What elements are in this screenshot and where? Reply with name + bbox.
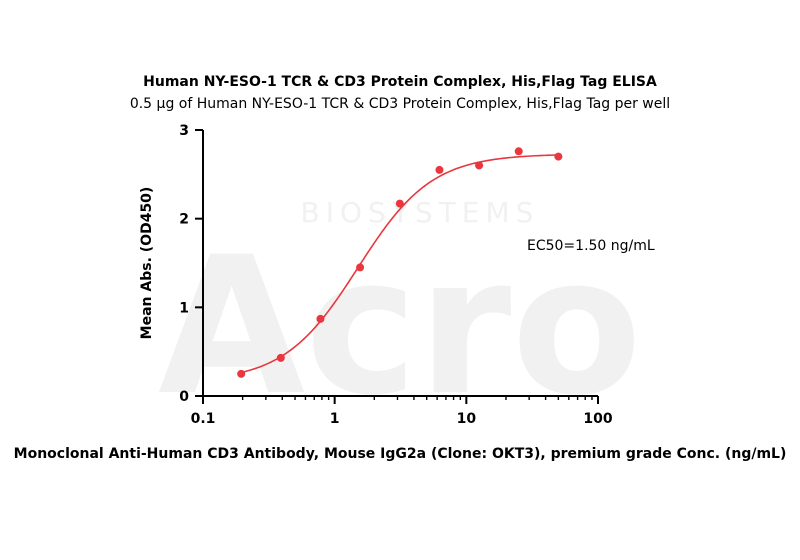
x-tick-label: 10 [457,411,477,427]
data-point [475,161,484,170]
data-points [237,147,563,378]
x-axis-title: Monoclonal Anti-Human CD3 Antibody, Mous… [14,446,787,462]
watermark: Acro BIOSYSTEMS [158,196,642,437]
y-tick-label: 0 [179,389,189,405]
x-tick-label: 0.1 [191,411,216,427]
chart-subtitle: 0.5 μg of Human NY-ESO-1 TCR & CD3 Prote… [130,96,670,112]
chart-title: Human NY-ESO-1 TCR & CD3 Protein Complex… [143,74,657,90]
y-axis: 0 1 2 3 [179,123,204,405]
y-tick-label: 1 [179,300,189,316]
watermark-text: BIOSYSTEMS [301,196,540,229]
y-tick-label: 3 [179,123,189,139]
x-tick-label: 100 [583,411,612,427]
data-point [316,314,325,323]
y-tick-label: 2 [179,212,189,228]
data-point [435,165,444,174]
data-point [276,353,285,362]
data-point [514,147,523,156]
x-tick-label: 1 [330,411,340,427]
fit-curve [240,154,559,374]
data-point [395,199,404,208]
data-point [356,263,365,272]
y-axis-title: Mean Abs. (OD450) [139,187,155,340]
data-point [554,152,563,161]
data-point [237,369,246,378]
x-axis: 0.1 1 10 100 [191,395,613,427]
ec50-annotation: EC50=1.50 ng/mL [527,238,655,254]
watermark-logo: Acro [158,216,642,437]
